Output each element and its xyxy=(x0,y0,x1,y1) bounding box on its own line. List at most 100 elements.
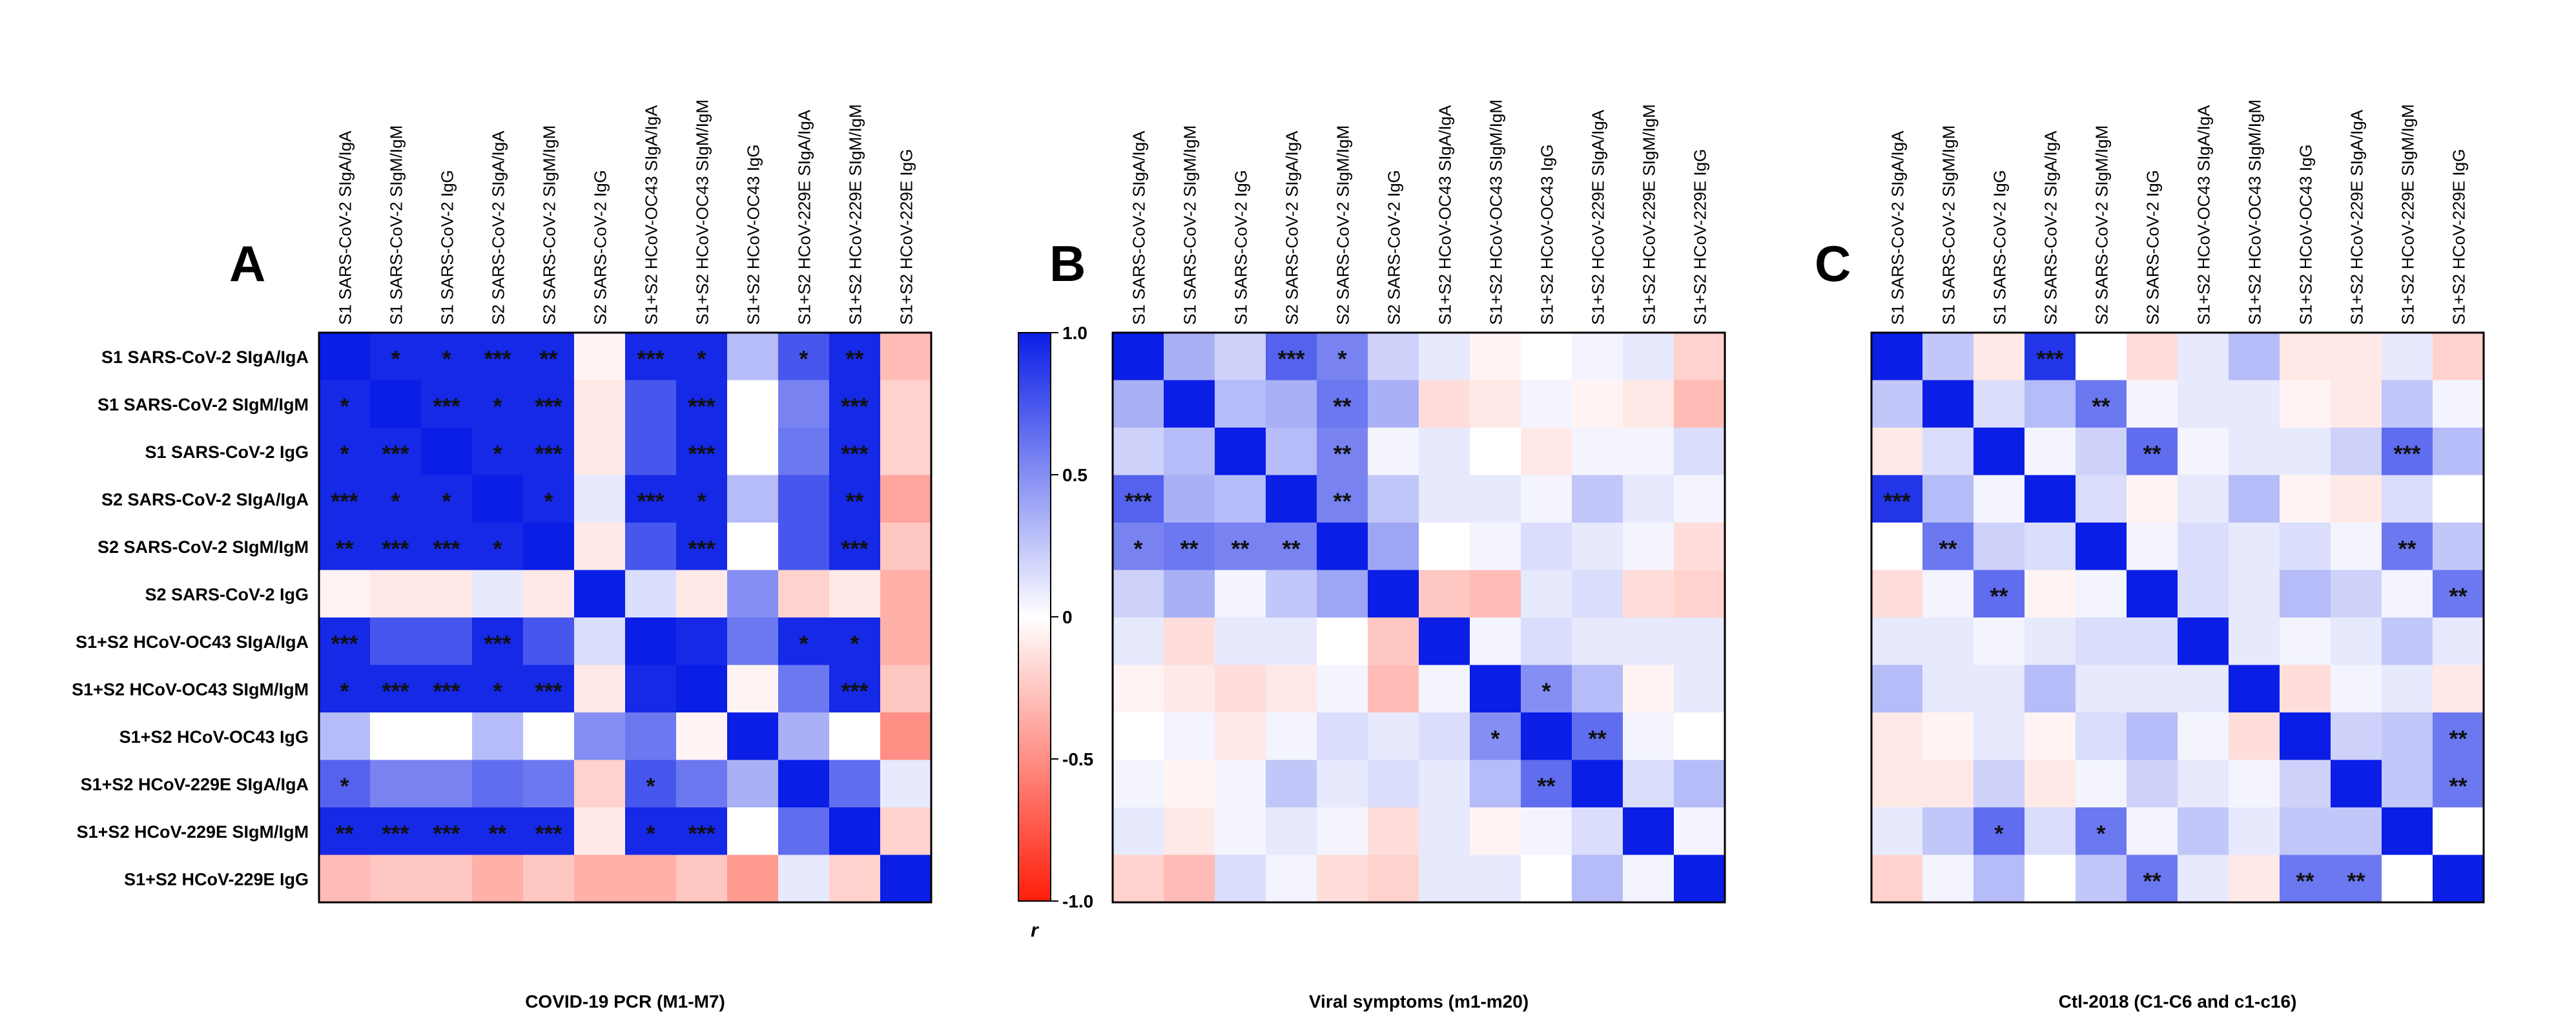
heatmap-cell xyxy=(1266,570,1317,618)
significance-marker: ** xyxy=(335,820,353,847)
heatmap-cell xyxy=(2025,855,2076,903)
significance-marker: ** xyxy=(2449,773,2467,799)
significance-marker: ** xyxy=(335,535,353,562)
heatmap-cell xyxy=(2382,475,2433,523)
heatmap-cell xyxy=(1623,665,1674,713)
significance-marker: *** xyxy=(637,346,664,372)
heatmap-cell xyxy=(1215,523,1266,571)
heatmap-cell xyxy=(1113,807,1164,856)
heatmap-cell xyxy=(2280,712,2331,761)
heatmap-cell xyxy=(2433,617,2484,666)
heatmap-cell xyxy=(523,665,575,713)
heatmap-cell xyxy=(1164,428,1215,476)
heatmap-cell xyxy=(1470,712,1521,761)
significance-marker: *** xyxy=(382,820,409,847)
significance-marker: ** xyxy=(1588,725,1606,752)
heatmap-cell xyxy=(523,523,575,571)
heatmap-cell xyxy=(1164,665,1215,713)
heatmap-cell xyxy=(1973,380,2025,428)
significance-marker: ** xyxy=(488,820,506,847)
heatmap-cell xyxy=(625,807,677,856)
heatmap-cell xyxy=(2382,665,2433,713)
heatmap-cell xyxy=(2229,475,2280,523)
significance-marker: *** xyxy=(688,441,715,467)
colorbar: 1.0 0.5 0 -0.5 -1.0 r xyxy=(1018,323,1093,941)
column-label: S1+S2 HCoV-OC43 SIgM/IgM xyxy=(1487,99,1506,325)
heatmap-cell xyxy=(1572,428,1623,476)
heatmap-cell xyxy=(829,807,881,856)
panel-letter: C xyxy=(1815,235,1851,292)
heatmap-cell xyxy=(574,428,626,476)
heatmap-cell xyxy=(1266,380,1317,428)
heatmap-cell xyxy=(1113,712,1164,761)
significance-marker: * xyxy=(493,678,502,704)
column-label: S2 SARS-CoV-2 SIgM/IgM xyxy=(540,125,559,325)
heatmap-cell xyxy=(1623,333,1674,381)
heatmap-cell xyxy=(1973,475,2025,523)
heatmap-cell xyxy=(1521,475,1572,523)
heatmap-cell xyxy=(319,333,371,381)
significance-marker: ** xyxy=(1333,488,1351,514)
heatmap-cell xyxy=(1419,380,1470,428)
significance-marker: ** xyxy=(2347,867,2365,894)
heatmap-cell xyxy=(1215,380,1266,428)
heatmap-cell xyxy=(1164,380,1215,428)
colorbar-tick-label: 0.5 xyxy=(1062,465,1087,485)
heatmap-cell xyxy=(1922,855,1974,903)
heatmap-cell xyxy=(1922,712,1974,761)
heatmap-cell xyxy=(2331,807,2382,856)
heatmap-cell xyxy=(829,570,881,618)
heatmap-cell xyxy=(1470,333,1521,381)
heatmap-cell xyxy=(1470,617,1521,666)
heatmap-cell xyxy=(727,475,779,523)
column-label: S1 SARS-CoV-2 SIgM/IgM xyxy=(1939,125,1959,325)
heatmap-cell xyxy=(727,712,779,761)
heatmap-cell xyxy=(1922,807,1974,856)
heatmap-cell xyxy=(2433,855,2484,903)
significance-marker: *** xyxy=(1277,346,1304,372)
heatmap-cell xyxy=(1572,523,1623,571)
significance-marker: * xyxy=(493,393,502,419)
significance-marker: *** xyxy=(688,535,715,562)
significance-marker: * xyxy=(1994,820,2003,847)
heatmap-cell xyxy=(1419,333,1470,381)
heatmap-cell xyxy=(1623,760,1674,808)
heatmap-cell xyxy=(2025,712,2076,761)
heatmap-cell xyxy=(1113,570,1164,618)
heatmap-cell xyxy=(2382,712,2433,761)
heatmap-cell xyxy=(1215,665,1266,713)
colorbar-gradient xyxy=(1018,332,1051,902)
heatmap-cell xyxy=(625,570,677,618)
heatmap-cell xyxy=(2331,617,2382,666)
heatmap-cell xyxy=(2076,617,2127,666)
significance-marker: ** xyxy=(1990,583,2008,609)
heatmap-cell xyxy=(2331,475,2382,523)
panel-frame xyxy=(1870,331,2485,904)
significance-marker: * xyxy=(1337,346,1346,372)
heatmap-cell xyxy=(370,475,422,523)
significance-marker: * xyxy=(697,488,706,514)
heatmap-cell xyxy=(2433,712,2484,761)
heatmap-cell xyxy=(676,333,728,381)
heatmap-cell xyxy=(727,617,779,666)
heatmap-cell xyxy=(421,712,473,761)
heatmap-cell xyxy=(574,333,626,381)
column-label: S1 SARS-CoV-2 IgG xyxy=(1231,170,1251,325)
heatmap-cell xyxy=(1871,475,1923,523)
heatmap-cell xyxy=(523,428,575,476)
row-label: S2 SARS-CoV-2 SIgA/IgA xyxy=(101,490,309,509)
heatmap-cell xyxy=(778,807,830,856)
heatmap-cell xyxy=(2127,333,2178,381)
heatmap-cell xyxy=(1470,475,1521,523)
column-label: S1+S2 HCoV-229E IgG xyxy=(897,149,916,325)
heatmap-cell xyxy=(2127,855,2178,903)
significance-marker: * xyxy=(340,441,349,467)
significance-marker: *** xyxy=(331,488,358,514)
heatmap-cell xyxy=(1419,523,1470,571)
heatmap-cell xyxy=(880,570,932,618)
heatmap-cell xyxy=(829,665,881,713)
significance-marker: *** xyxy=(433,820,460,847)
heatmap-cell xyxy=(2280,523,2331,571)
significance-marker: ** xyxy=(2143,867,2161,894)
heatmap-cell xyxy=(319,807,371,856)
